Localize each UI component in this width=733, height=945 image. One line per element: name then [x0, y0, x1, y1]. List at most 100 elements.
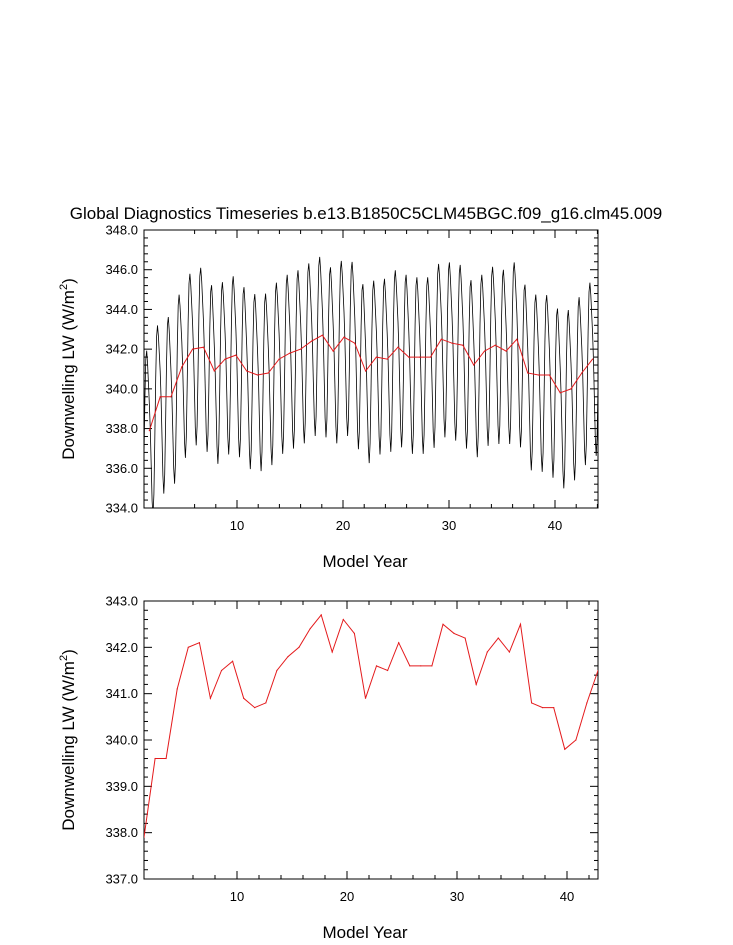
top-xtick-label: 40 — [548, 518, 562, 533]
top-annual-mean-point — [332, 350, 334, 352]
bottom-data-layer — [144, 613, 598, 838]
top-annual-mean-point — [559, 392, 561, 394]
bottom-ytick-label: 343.0 — [105, 594, 138, 609]
bottom-annual-mean-point — [154, 757, 156, 760]
bottom-annual-mean-point — [453, 632, 455, 635]
top-annual-mean-point — [429, 356, 432, 358]
top-annual-mean-point — [505, 350, 507, 352]
bottom-plot-frame — [143, 600, 599, 880]
bottom-annual-mean-point — [387, 669, 389, 672]
bottom-ytick-label: 340.0 — [105, 733, 138, 748]
bottom-annual-mean-point — [320, 614, 322, 616]
top-annual-mean-line — [148, 334, 593, 431]
bottom-ytick-label: 338.0 — [105, 825, 138, 840]
top-annual-mean-point — [494, 344, 496, 346]
top-ytick-label: 346.0 — [105, 262, 138, 277]
top-ytick-label: 340.0 — [105, 381, 138, 396]
bottom-xtick-label: 10 — [230, 889, 244, 904]
top-panel: 334.0 336.0 338.0 340.0 342.0 344.0 346.0 348.0… — [58, 223, 599, 571]
bottom-annual-mean-point — [486, 651, 488, 653]
bottom-annual-mean-point — [165, 757, 167, 760]
top-annual-mean-point — [148, 430, 150, 432]
bottom-annual-mean-point — [442, 623, 444, 625]
bottom-annual-mean-point — [144, 836, 145, 838]
top-annual-mean-point — [278, 358, 280, 360]
top-annual-mean-point — [592, 358, 594, 360]
top-y-axis-label-main: Downwelling LW (W/m — [59, 290, 78, 460]
top-xtick-label: 30 — [442, 518, 456, 533]
top-y-axis-label-superscript: 2 — [58, 284, 70, 290]
bottom-y-axis-label-main: Downwelling LW (W/m — [59, 661, 78, 831]
bottom-annual-mean-point — [508, 651, 510, 653]
top-data-layer — [144, 256, 598, 508]
top-annual-mean-point — [213, 370, 215, 372]
top-annual-mean-point — [343, 336, 345, 338]
top-ytick-label: 342.0 — [105, 342, 138, 357]
bottom-annual-mean-point — [176, 688, 178, 690]
bottom-annual-mean-point — [398, 642, 400, 644]
top-annual-mean-point — [419, 356, 421, 358]
bottom-ytick-label: 342.0 — [105, 640, 138, 655]
bottom-annual-mean-point — [254, 707, 256, 709]
top-ytick-label: 338.0 — [105, 421, 138, 436]
top-annual-mean-point — [246, 370, 248, 372]
bottom-annual-mean-point — [564, 748, 566, 750]
bottom-annual-mean-point — [353, 632, 355, 635]
bottom-annual-mean-point — [276, 669, 278, 672]
bottom-xtick-label: 20 — [340, 889, 354, 904]
top-ytick-label: 334.0 — [105, 501, 138, 516]
top-annual-mean-point — [256, 374, 259, 376]
bottom-ytick-label: 339.0 — [105, 779, 138, 794]
top-annual-mean-point — [516, 338, 518, 340]
bottom-annual-mean-point — [431, 665, 433, 667]
bottom-annual-mean-point — [364, 697, 367, 699]
bottom-annual-mean-point — [243, 697, 245, 699]
bottom-ytick-label: 337.0 — [105, 872, 138, 887]
bottom-annual-mean-point — [586, 702, 588, 704]
bottom-annual-mean-point — [331, 651, 333, 653]
bottom-annual-mean-point — [298, 646, 300, 648]
top-annual-mean-point — [267, 372, 269, 374]
bottom-xtick-label: 30 — [450, 889, 464, 904]
bottom-x-axis-label: Model Year — [322, 923, 407, 942]
bottom-annual-mean-point — [287, 656, 289, 658]
top-annual-mean-point — [473, 364, 475, 366]
top-annual-mean-point — [537, 374, 540, 376]
top-x-axis-label: Model Year — [322, 552, 407, 571]
top-annual-mean-point — [159, 396, 161, 398]
bottom-annual-mean-point — [187, 646, 189, 648]
bottom-annual-mean-point — [497, 637, 499, 639]
bottom-annual-mean-point — [531, 702, 533, 704]
top-annual-mean-point — [581, 372, 583, 374]
top-annual-mean-point — [408, 356, 410, 358]
bottom-annual-mean-point — [575, 739, 577, 741]
bottom-annual-mean-line — [144, 613, 598, 838]
top-annual-mean-point — [192, 348, 194, 350]
bottom-panel: 337.0 338.0 339.0 340.0 341.0 342.0 343.0 10 20 3… — [58, 594, 599, 942]
bottom-y-axis-label-end: ) — [59, 649, 78, 655]
top-plot-frame — [143, 229, 599, 509]
top-annual-mean-point — [202, 346, 205, 348]
top-ytick-label: 348.0 — [105, 223, 138, 238]
bottom-annual-mean-point — [420, 665, 422, 667]
bottom-annual-mean-point — [198, 642, 200, 644]
bottom-annual-mean-point — [375, 665, 378, 667]
top-y-axis-label-end: ) — [59, 278, 78, 284]
top-annual-mean-point — [310, 340, 313, 342]
monthly-series-line — [144, 256, 598, 508]
top-annual-mean-point — [170, 396, 172, 398]
bottom-annual-mean-point — [597, 669, 598, 672]
bottom-annual-mean-point — [220, 669, 223, 672]
top-annual-mean-point — [527, 372, 529, 374]
top-annual-mean-point — [181, 366, 183, 368]
top-annual-mean-point — [548, 374, 551, 376]
top-annual-mean-point — [365, 370, 367, 372]
bottom-ytick-label: 341.0 — [105, 686, 138, 701]
top-annual-mean-point — [235, 354, 237, 356]
top-annual-mean-point — [397, 346, 399, 348]
top-annual-mean-point — [321, 334, 323, 336]
bottom-annual-mean-point — [475, 683, 477, 686]
top-y-axis-label: Downwelling LW (W/m2) — [58, 278, 78, 460]
top-xtick-label: 10 — [230, 518, 244, 533]
top-annual-mean-point — [224, 358, 226, 360]
